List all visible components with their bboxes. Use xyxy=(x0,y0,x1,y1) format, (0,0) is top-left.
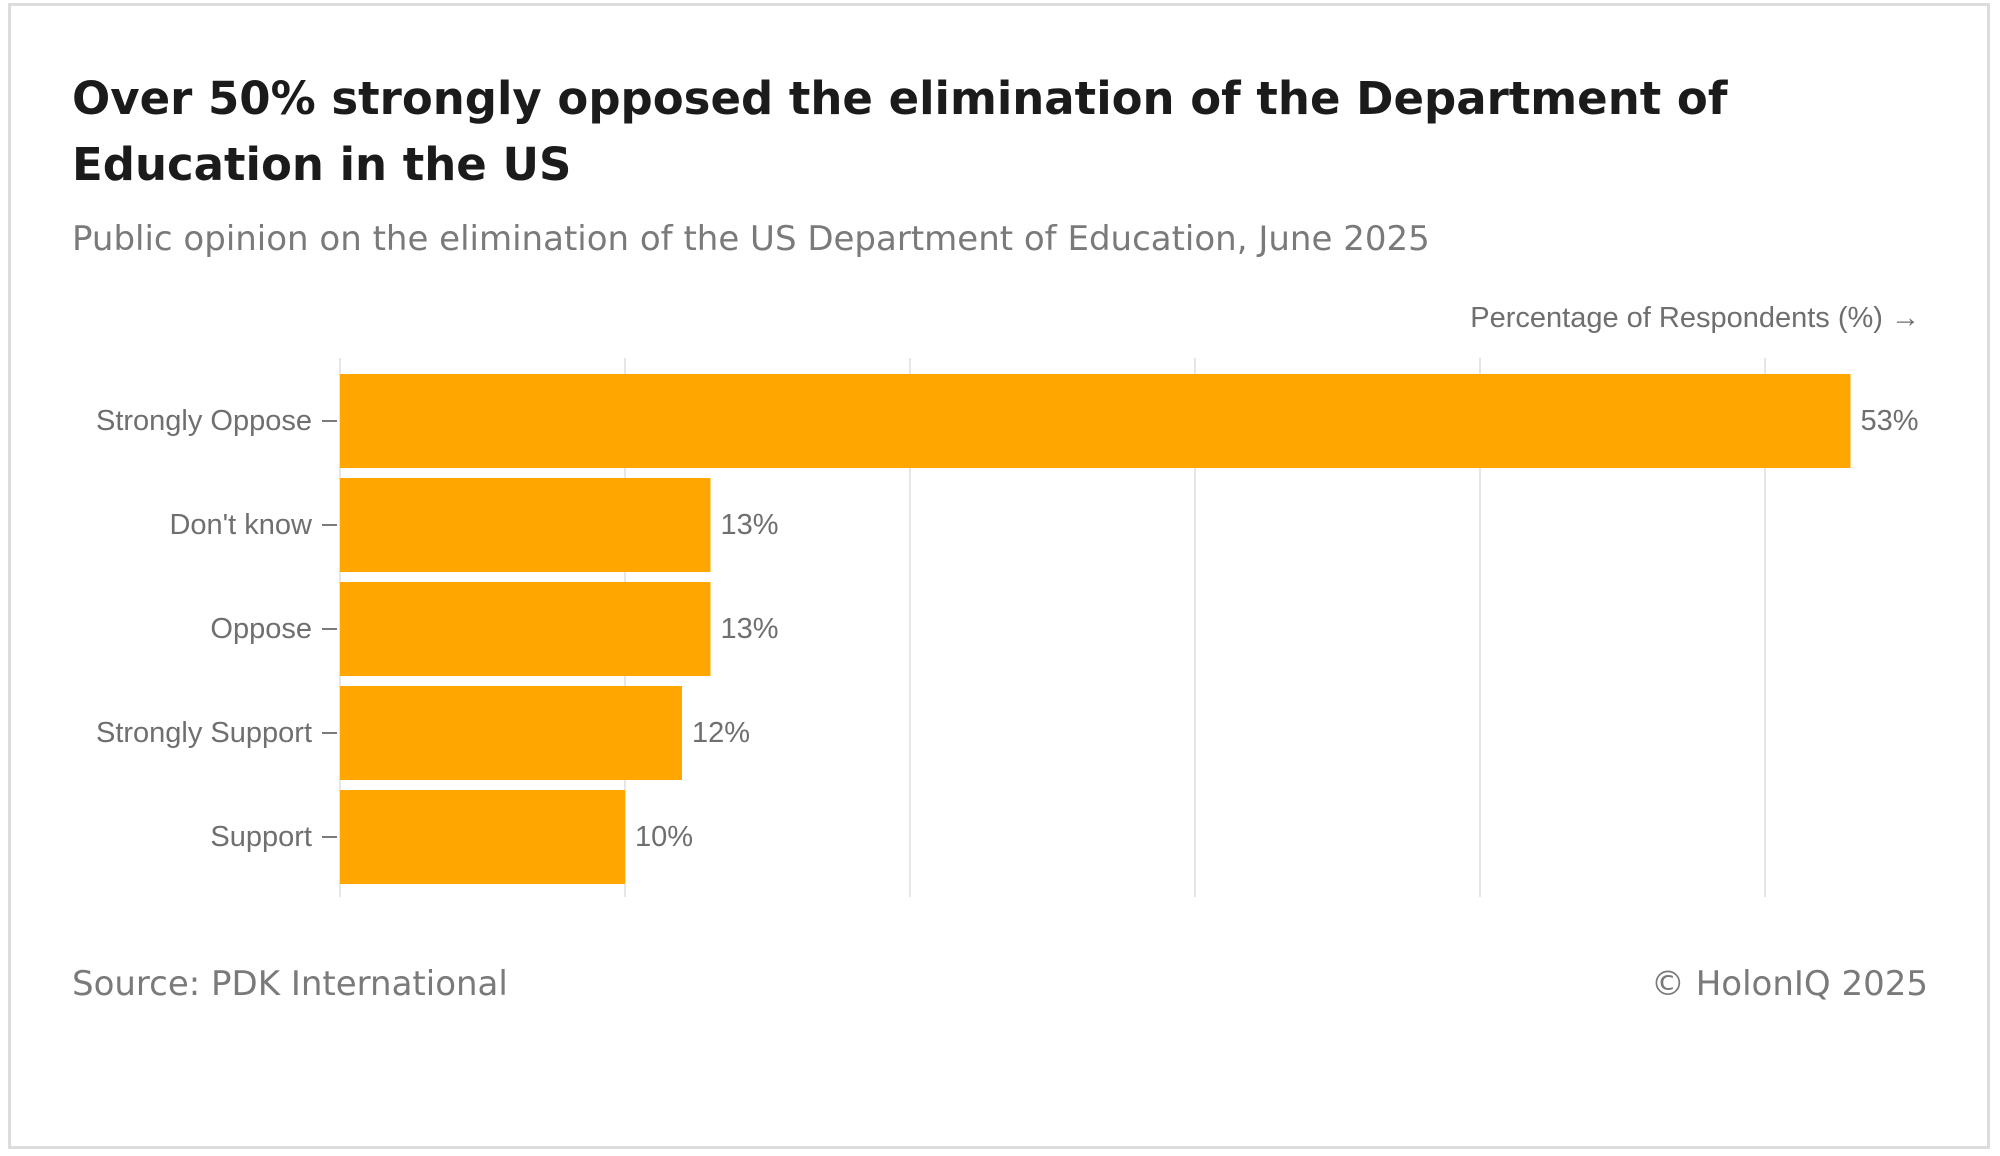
copyright-note: © HolonIQ 2025 xyxy=(1650,964,1928,1004)
x-axis-label: Percentage of Respondents (%) → xyxy=(1470,302,1920,334)
bar-value-label: 13% xyxy=(721,613,779,645)
bar xyxy=(340,478,711,572)
bar-value-label: 10% xyxy=(635,821,693,853)
bar xyxy=(340,374,1851,468)
category-label: Support xyxy=(210,821,312,853)
bar-value-label: 53% xyxy=(1861,405,1919,437)
bar xyxy=(340,790,625,884)
chart-card xyxy=(8,3,1990,1149)
bar xyxy=(340,686,682,780)
chart-title: Over 50% strongly opposed the eliminatio… xyxy=(72,72,1728,191)
category-label: Oppose xyxy=(210,613,312,645)
bars xyxy=(340,374,1851,884)
category-label: Don't know xyxy=(169,509,313,541)
category-labels: Strongly Oppose Don't know Oppose Strongly … xyxy=(96,405,337,853)
category-label: Strongly Support xyxy=(96,717,312,749)
bar-value-label: 12% xyxy=(692,717,750,749)
source-note: Source: PDK International xyxy=(72,964,508,1004)
bar-value-label: 13% xyxy=(721,509,779,541)
bar xyxy=(340,582,711,676)
chart-subtitle: Public opinion on the elimination of the… xyxy=(72,219,1430,259)
category-label: Strongly Oppose xyxy=(96,405,312,437)
data-labels: 53% 13% 13% 12% 10% xyxy=(635,405,1919,853)
